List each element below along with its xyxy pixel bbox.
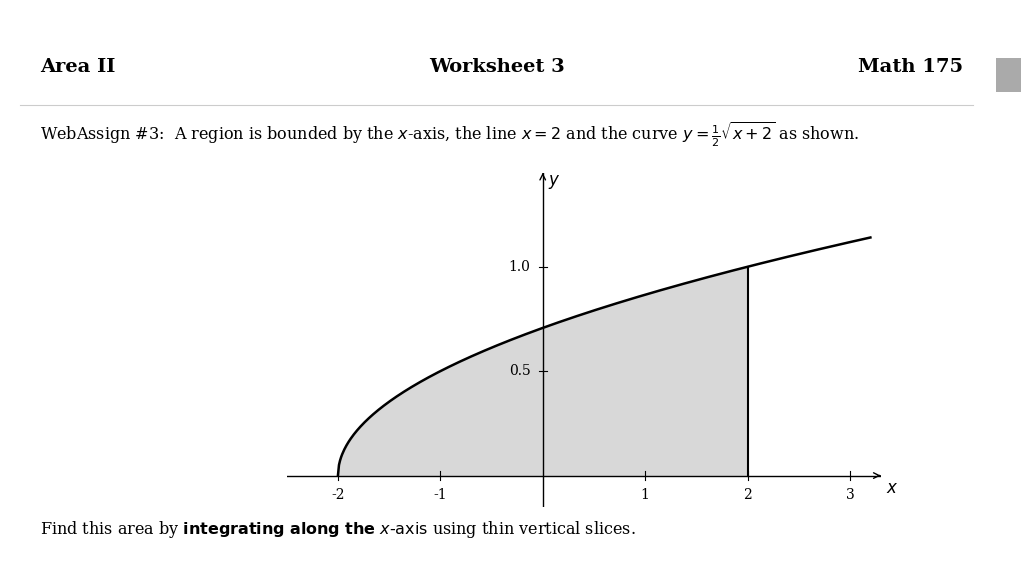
Text: 1: 1 (641, 488, 649, 502)
Text: 3 / 10   |  -   184%  +  |  [] <->: 3 / 10 | - 184% + | [] <-> (417, 14, 607, 26)
Text: =  area2.pdf: = area2.pdf (20, 14, 99, 26)
Text: Find this area by $\mathbf{integrating\ along\ the}$ $\mathbf{\mathit{x}}$$\math: Find this area by $\mathbf{integrating\ … (40, 520, 635, 540)
Text: $x$: $x$ (886, 480, 898, 497)
Text: Area II: Area II (40, 58, 115, 76)
Text: 0.5: 0.5 (509, 364, 530, 378)
Text: 2: 2 (743, 488, 752, 502)
Text: v  [P]  :: v [P] : (948, 14, 993, 26)
Text: 1.0: 1.0 (509, 260, 530, 274)
Text: -2: -2 (331, 488, 345, 502)
Bar (996, 58, 1021, 92)
Text: $y$: $y$ (548, 173, 560, 191)
Text: -1: -1 (433, 488, 447, 502)
Text: 3: 3 (846, 488, 854, 502)
Text: WebAssign $\#$3:  A region is bounded by the $x$-axis, the line $x = 2$ and the : WebAssign $\#$3: A region is bounded by … (40, 120, 859, 149)
Text: Math 175: Math 175 (858, 58, 964, 76)
Text: Worksheet 3: Worksheet 3 (429, 58, 564, 76)
